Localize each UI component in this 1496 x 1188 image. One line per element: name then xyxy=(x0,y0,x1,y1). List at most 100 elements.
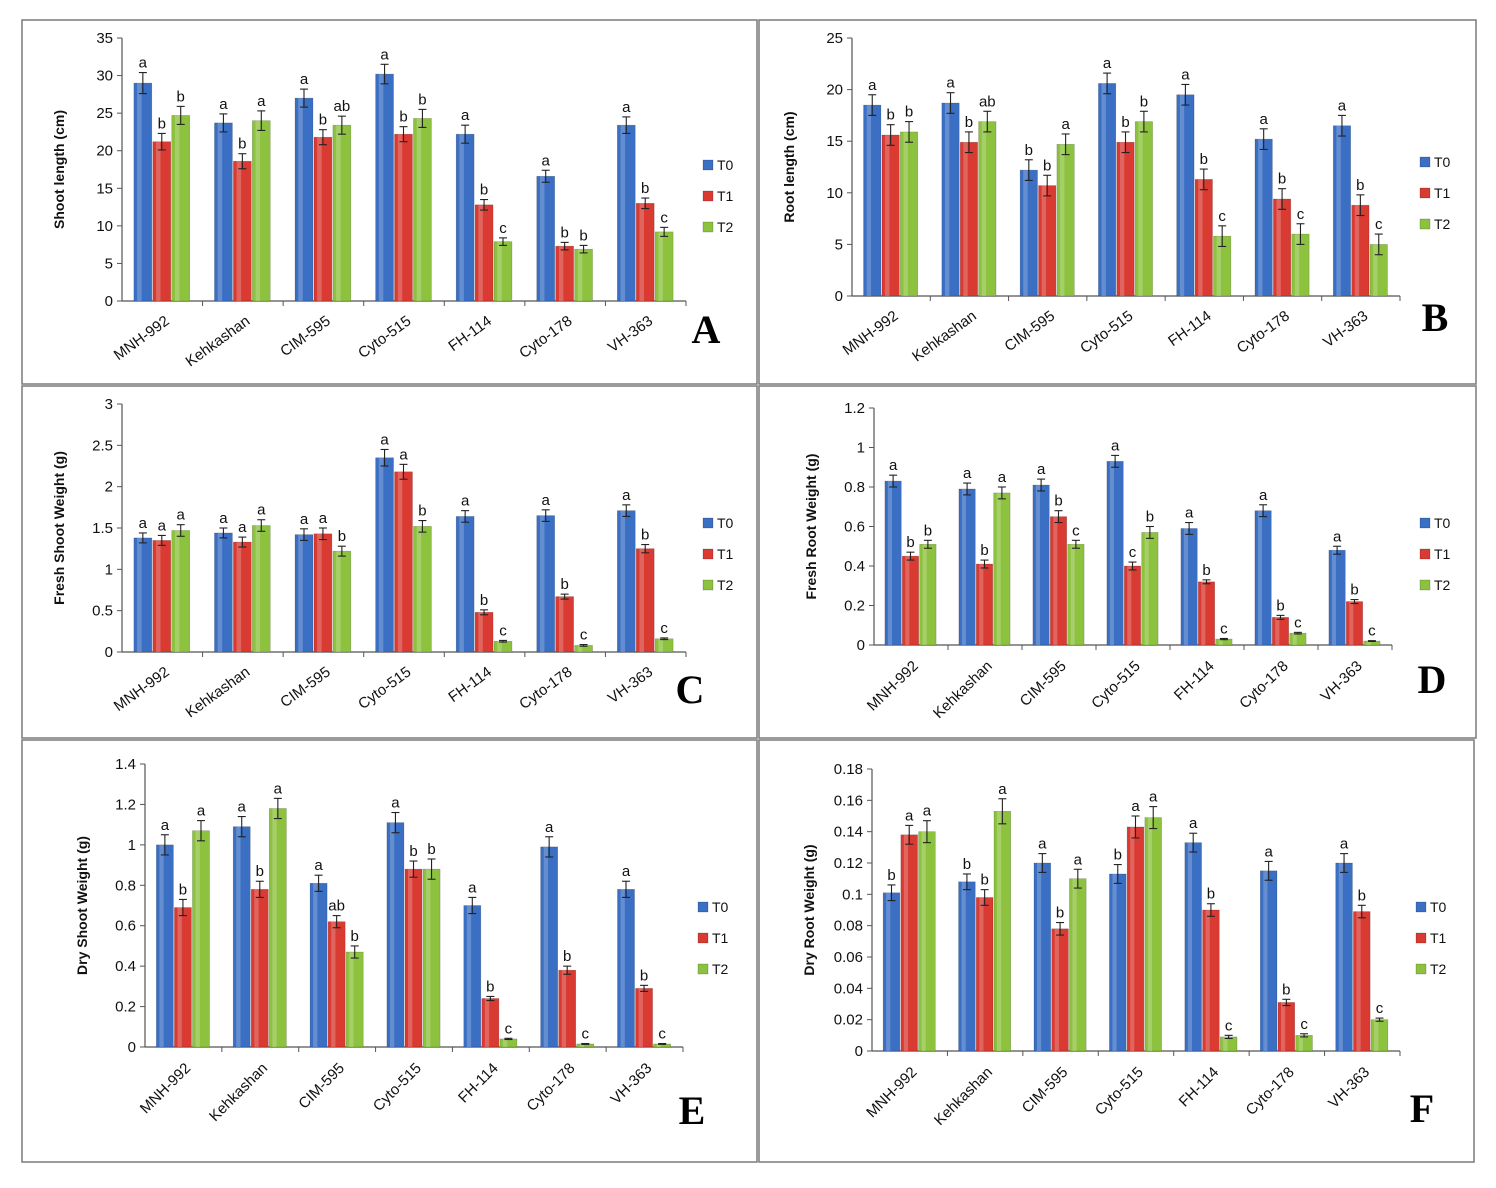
bar-sheen xyxy=(903,834,909,1051)
bar-sheen xyxy=(174,115,180,301)
significance-letter: a xyxy=(622,99,631,116)
significance-letter: a xyxy=(1038,836,1047,853)
bar-t0 xyxy=(294,534,314,653)
bar-sheen xyxy=(416,526,422,652)
bar-t2 xyxy=(345,951,364,1048)
legend-swatch-t1 xyxy=(702,548,714,560)
y-tick-label: 2.5 xyxy=(92,437,113,454)
y-tick-label: 1.2 xyxy=(844,400,865,417)
significance-letter: b xyxy=(338,528,346,545)
significance-letter: c xyxy=(1220,620,1228,637)
significance-letter: b xyxy=(1121,114,1129,131)
significance-letter: b xyxy=(980,542,988,559)
bar-t2 xyxy=(1144,817,1162,1052)
bar-t1 xyxy=(635,203,655,302)
y-tick-label: 0.18 xyxy=(834,761,863,778)
significance-letter: a xyxy=(905,807,914,824)
bar-sheen xyxy=(389,822,395,1047)
bar-t0 xyxy=(455,516,475,653)
significance-letter: a xyxy=(946,75,955,92)
bar-t0 xyxy=(1254,138,1273,297)
bar-sheen xyxy=(1023,170,1028,296)
bar-t2 xyxy=(1289,632,1307,646)
bar-sheen xyxy=(1216,236,1221,296)
bar-t1 xyxy=(250,889,269,1048)
x-category-label: VH-363 xyxy=(605,312,656,356)
bar-t2 xyxy=(171,530,190,653)
significance-letter: b xyxy=(480,592,488,609)
significance-letter: b xyxy=(963,856,971,873)
legend-label: T1 xyxy=(1434,185,1451,201)
x-category-label: Cyto-515 xyxy=(355,663,414,713)
y-tick-label: 0.4 xyxy=(844,558,865,575)
bar-sheen xyxy=(885,135,890,296)
significance-letter: b xyxy=(1114,847,1122,864)
bar-t1 xyxy=(474,204,494,302)
bar-sheen xyxy=(1338,863,1343,1051)
x-category-label: Kehkashan xyxy=(931,1064,996,1129)
bar-sheen xyxy=(255,525,261,652)
bar-sheen xyxy=(981,121,987,296)
y-tick-label: 0 xyxy=(128,1039,136,1056)
significance-letter: c xyxy=(505,1020,513,1037)
y-axis-label: Dry Root Weight (g) xyxy=(801,844,817,975)
bar-t0 xyxy=(455,133,475,302)
bar-t0 xyxy=(617,889,635,1048)
bar-sheen xyxy=(336,551,341,652)
y-tick-label: 0.2 xyxy=(844,598,865,615)
bar-sheen xyxy=(195,830,200,1047)
x-category-label: FH-114 xyxy=(455,1060,502,1107)
significance-letter: b xyxy=(906,534,914,551)
bar-sheen xyxy=(1183,528,1188,645)
bar-t0 xyxy=(1180,528,1198,646)
y-tick-label: 0.04 xyxy=(834,980,863,997)
bar-t1 xyxy=(1038,185,1057,297)
bar-sheen xyxy=(1374,1019,1379,1051)
y-tick-label: 0.16 xyxy=(834,792,863,809)
legend-label: T1 xyxy=(712,930,729,946)
bar-t0 xyxy=(1032,484,1050,646)
significance-letter: b xyxy=(480,182,488,199)
significance-letter: c xyxy=(1375,216,1383,233)
bar-t1 xyxy=(174,907,192,1048)
bar-sheen xyxy=(236,826,241,1047)
bar-t2 xyxy=(171,115,190,302)
bar-t0 xyxy=(1332,125,1351,297)
bar-t2 xyxy=(422,868,441,1048)
significance-letter: b xyxy=(486,978,494,995)
bar-sheen xyxy=(484,998,490,1047)
bar-t1 xyxy=(1202,909,1220,1052)
x-category-label: Kehkashan xyxy=(182,312,253,370)
significance-letter: a xyxy=(1259,487,1268,504)
bar-sheen xyxy=(459,134,464,301)
bar-t2 xyxy=(332,124,352,302)
x-category-label: VH-363 xyxy=(1320,307,1371,351)
bar-t1 xyxy=(1194,179,1213,297)
x-category-label: Cyto-515 xyxy=(1077,307,1136,357)
bar-t1 xyxy=(474,612,494,653)
significance-letter: c xyxy=(1294,614,1302,631)
x-category-label: CIM-595 xyxy=(277,663,334,711)
bar-t0 xyxy=(232,826,251,1048)
significance-letter: a xyxy=(158,517,167,534)
significance-letter: a xyxy=(380,431,389,448)
bar-sheen xyxy=(996,492,1001,645)
legend-label: T2 xyxy=(1434,577,1451,593)
significance-letter: a xyxy=(300,71,309,88)
panel-border xyxy=(758,385,1477,739)
bar-t0 xyxy=(958,881,976,1052)
significance-letter: a xyxy=(1340,836,1349,853)
x-category-label: VH-363 xyxy=(1317,658,1365,706)
bar-t1 xyxy=(1351,204,1370,297)
significance-letter: a xyxy=(998,469,1007,486)
bar-t0 xyxy=(133,537,153,653)
bar-sheen xyxy=(397,134,403,301)
significance-letter: b xyxy=(158,115,166,132)
significance-letter: b xyxy=(560,224,568,241)
bar-sheen xyxy=(1072,878,1077,1051)
y-axis-label: Fresh Root Weight (g) xyxy=(803,454,819,600)
bar-sheen xyxy=(1054,928,1059,1051)
significance-letter: b xyxy=(560,576,568,593)
significance-letter: a xyxy=(1037,461,1046,478)
